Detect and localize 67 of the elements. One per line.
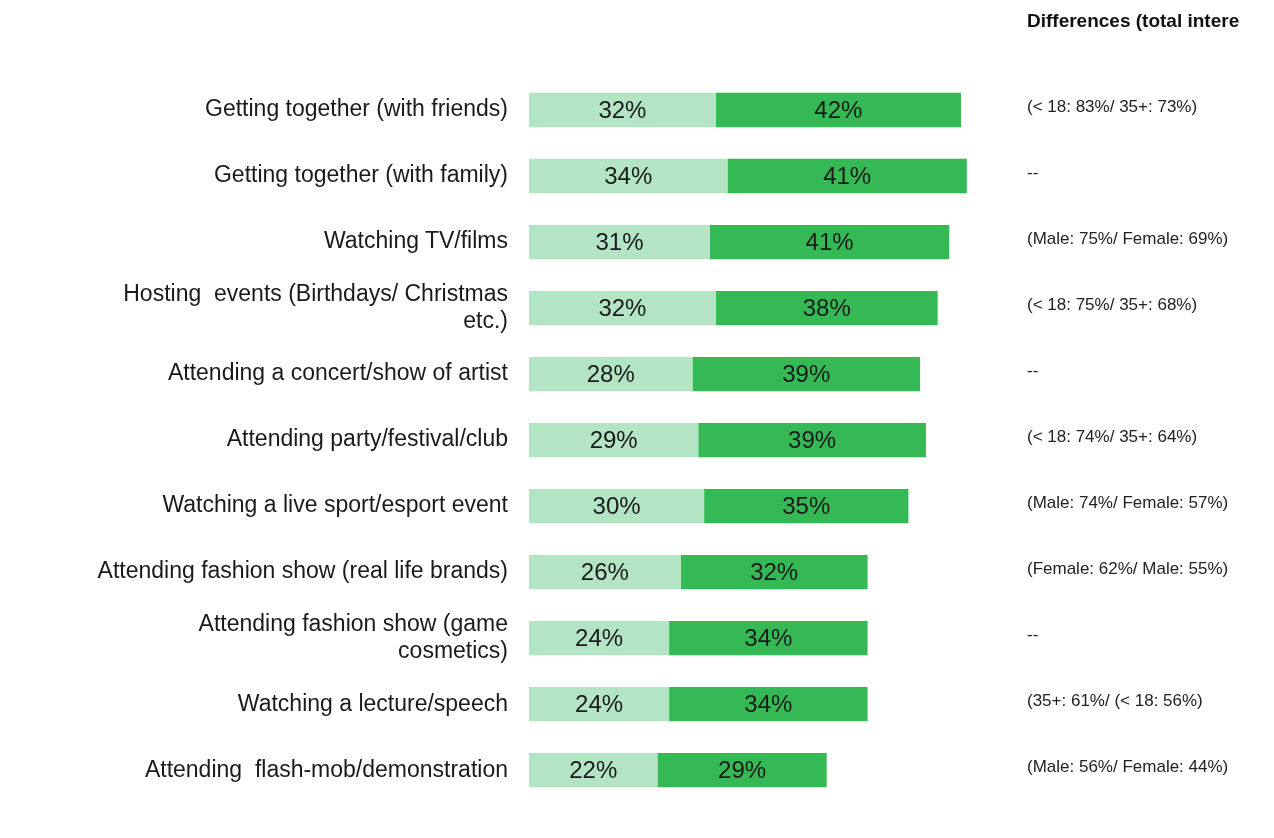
data-label: 24% bbox=[575, 623, 624, 651]
data-label: 32% bbox=[598, 95, 647, 123]
bar bbox=[669, 620, 868, 656]
y-tick-label: Attending fashion show (real life brands) bbox=[97, 557, 508, 584]
data-label: 39% bbox=[782, 359, 831, 387]
bar bbox=[529, 290, 716, 326]
data-label: 41% bbox=[823, 161, 872, 189]
text: -- bbox=[1027, 624, 1039, 644]
y-tick-label: Hosting events (Birthdays/ Christmas etc.) bbox=[123, 279, 508, 334]
bar bbox=[657, 753, 827, 788]
data-label: 34% bbox=[604, 161, 653, 189]
text: -- bbox=[1027, 360, 1039, 380]
data-label: 42% bbox=[814, 95, 863, 123]
data-label: 32% bbox=[598, 293, 647, 321]
data-label: 34% bbox=[744, 623, 793, 651]
data-label: 34% bbox=[744, 689, 793, 717]
bar bbox=[704, 488, 909, 524]
bar bbox=[715, 290, 938, 326]
text: (Male: 75%/ Female: 69%) bbox=[1027, 228, 1229, 248]
data-label: 35% bbox=[782, 491, 831, 519]
data-label: 22% bbox=[569, 755, 618, 783]
y-tick-label: Getting together (with family) bbox=[213, 161, 508, 188]
text: (Male: 74%/ Female: 57%) bbox=[1027, 492, 1229, 512]
bar bbox=[529, 687, 670, 722]
y-tick-label: Watching a live sport/esport event bbox=[162, 491, 509, 518]
bar bbox=[529, 488, 705, 524]
text: -- bbox=[1027, 162, 1039, 182]
y-tick-label: Attending flash-mob/demonstration bbox=[144, 755, 508, 782]
data-label: 39% bbox=[788, 425, 837, 453]
data-label: 28% bbox=[586, 359, 635, 387]
bar bbox=[669, 687, 868, 722]
bar bbox=[709, 224, 950, 260]
bar bbox=[529, 356, 693, 392]
bar bbox=[692, 356, 921, 392]
text: (35+: 61%/ (< 18: 56%) bbox=[1027, 690, 1203, 710]
bar bbox=[529, 224, 710, 260]
bar bbox=[529, 620, 670, 656]
y-tick-label: Attending party/festival/club bbox=[226, 425, 508, 452]
data-label: 41% bbox=[805, 227, 854, 255]
text: (Male: 56%/ Female: 44%) bbox=[1027, 756, 1229, 776]
bar bbox=[727, 158, 967, 194]
data-label: 26% bbox=[580, 557, 629, 585]
data-label: 29% bbox=[589, 425, 638, 453]
data-label: 31% bbox=[595, 227, 644, 255]
y-tick-label: Watching a lecture/speech bbox=[237, 689, 508, 716]
data-label: 32% bbox=[750, 557, 799, 585]
y-tick-label: Watching TV/films bbox=[323, 227, 508, 254]
data-label: 24% bbox=[575, 689, 624, 717]
data-label: 38% bbox=[802, 293, 851, 321]
data-label: 29% bbox=[718, 755, 767, 783]
text: (< 18: 75%/ 35+: 68%) bbox=[1027, 294, 1198, 314]
text: Differences (total intere bbox=[1027, 10, 1240, 32]
bar bbox=[529, 554, 681, 590]
y-tick-label: Getting together (with friends) bbox=[205, 95, 508, 122]
text: (Female: 62%/ Male: 55%) bbox=[1027, 558, 1229, 578]
bar bbox=[680, 554, 868, 590]
bar bbox=[715, 92, 961, 128]
bar bbox=[529, 158, 728, 194]
y-tick-label: Attending fashion show (game cosmetics) bbox=[198, 609, 508, 664]
bar bbox=[529, 753, 658, 788]
data-label: 30% bbox=[592, 491, 641, 519]
y-tick-label: Attending a concert/show of artist bbox=[167, 359, 509, 386]
text: (< 18: 83%/ 35+: 73%) bbox=[1027, 96, 1198, 116]
bar bbox=[529, 422, 699, 458]
bar bbox=[698, 422, 926, 458]
text: (< 18: 74%/ 35+: 64%) bbox=[1027, 426, 1198, 446]
bar bbox=[529, 92, 716, 128]
